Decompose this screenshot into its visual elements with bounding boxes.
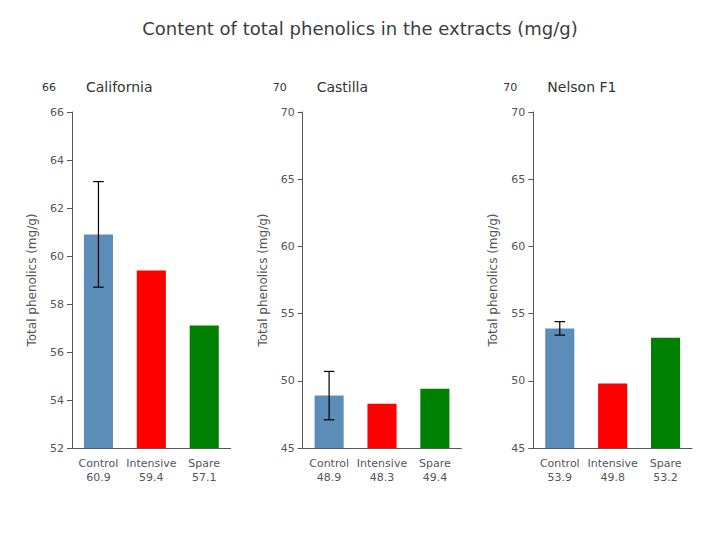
svg-text:58: 58 xyxy=(50,298,64,311)
svg-text:57.1: 57.1 xyxy=(192,471,217,484)
svg-text:Content of total phenolics in: Content of total phenolics in the extrac… xyxy=(142,18,577,39)
svg-text:70: 70 xyxy=(503,81,517,94)
svg-text:49.4: 49.4 xyxy=(423,471,448,484)
svg-text:55: 55 xyxy=(281,307,295,320)
svg-text:Intensive: Intensive xyxy=(587,457,638,470)
svg-text:Total phenolics (mg/g): Total phenolics (mg/g) xyxy=(256,213,270,347)
svg-text:45: 45 xyxy=(511,442,525,455)
svg-text:California: California xyxy=(86,79,152,95)
svg-text:59.4: 59.4 xyxy=(139,471,164,484)
svg-text:48.9: 48.9 xyxy=(317,471,342,484)
svg-text:53.2: 53.2 xyxy=(653,471,678,484)
svg-text:60: 60 xyxy=(50,250,64,263)
svg-text:65: 65 xyxy=(511,173,525,186)
svg-text:66: 66 xyxy=(42,81,56,94)
svg-text:Total phenolics (mg/g): Total phenolics (mg/g) xyxy=(25,213,39,347)
svg-text:54: 54 xyxy=(50,394,64,407)
svg-text:Spare: Spare xyxy=(419,457,451,470)
svg-text:62: 62 xyxy=(50,202,64,215)
svg-text:52: 52 xyxy=(50,442,64,455)
svg-text:60.9: 60.9 xyxy=(86,471,111,484)
svg-text:Spare: Spare xyxy=(188,457,220,470)
svg-text:70: 70 xyxy=(281,106,295,119)
svg-text:56: 56 xyxy=(50,346,64,359)
svg-text:Control: Control xyxy=(79,457,119,470)
svg-text:64: 64 xyxy=(50,154,64,167)
svg-text:45: 45 xyxy=(281,442,295,455)
svg-text:70: 70 xyxy=(511,106,525,119)
svg-text:Nelson F1: Nelson F1 xyxy=(547,79,616,95)
svg-text:Castilla: Castilla xyxy=(317,79,368,95)
svg-text:49.8: 49.8 xyxy=(600,471,625,484)
svg-text:50: 50 xyxy=(511,374,525,387)
svg-text:Intensive: Intensive xyxy=(126,457,177,470)
svg-text:50: 50 xyxy=(281,374,295,387)
svg-text:Spare: Spare xyxy=(650,457,682,470)
svg-text:65: 65 xyxy=(281,173,295,186)
svg-text:53.9: 53.9 xyxy=(548,471,573,484)
svg-text:60: 60 xyxy=(281,240,295,253)
svg-text:Control: Control xyxy=(540,457,580,470)
svg-text:Control: Control xyxy=(309,457,349,470)
svg-text:48.3: 48.3 xyxy=(370,471,395,484)
svg-text:Intensive: Intensive xyxy=(357,457,408,470)
svg-text:Total phenolics (mg/g): Total phenolics (mg/g) xyxy=(486,213,500,347)
svg-text:66: 66 xyxy=(50,106,64,119)
svg-text:70: 70 xyxy=(273,81,287,94)
svg-text:60: 60 xyxy=(511,240,525,253)
svg-text:55: 55 xyxy=(511,307,525,320)
